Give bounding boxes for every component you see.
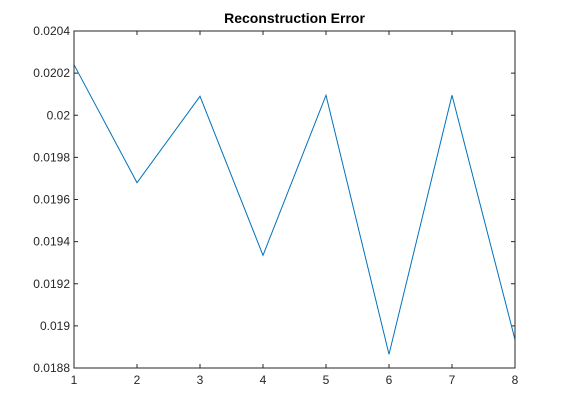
x-tick-label: 4 bbox=[260, 373, 267, 387]
x-tick-label: 7 bbox=[449, 373, 456, 387]
x-tick-label: 2 bbox=[134, 373, 141, 387]
plot-area bbox=[74, 31, 515, 368]
y-tick-label: 0.02 bbox=[47, 108, 71, 122]
y-tick-label: 0.0196 bbox=[33, 193, 70, 207]
x-axis-ticks: 1 2 3 4 5 6 7 8 bbox=[71, 31, 519, 387]
chart-title: Reconstruction Error bbox=[224, 10, 365, 26]
y-tick-label: 0.0198 bbox=[33, 150, 70, 164]
x-tick-label: 3 bbox=[197, 373, 204, 387]
y-axis-ticks: 0.01880.0190.01920.01940.01960.01980.020… bbox=[33, 24, 515, 375]
x-tick-label: 8 bbox=[512, 373, 519, 387]
plot-frame bbox=[73, 30, 516, 369]
y-tick-label: 0.0204 bbox=[33, 24, 70, 38]
series-line bbox=[73, 64, 516, 355]
x-tick-label: 6 bbox=[386, 373, 393, 387]
y-tick-label: 0.019 bbox=[40, 319, 70, 333]
x-tick-label: 1 bbox=[71, 373, 78, 387]
y-tick-label: 0.0188 bbox=[33, 361, 70, 375]
y-tick-label: 0.0192 bbox=[33, 277, 70, 291]
y-tick-label: 0.0194 bbox=[33, 235, 70, 249]
series-layer bbox=[73, 64, 516, 355]
y-tick-label: 0.0202 bbox=[33, 66, 70, 80]
x-tick-label: 5 bbox=[323, 373, 330, 387]
